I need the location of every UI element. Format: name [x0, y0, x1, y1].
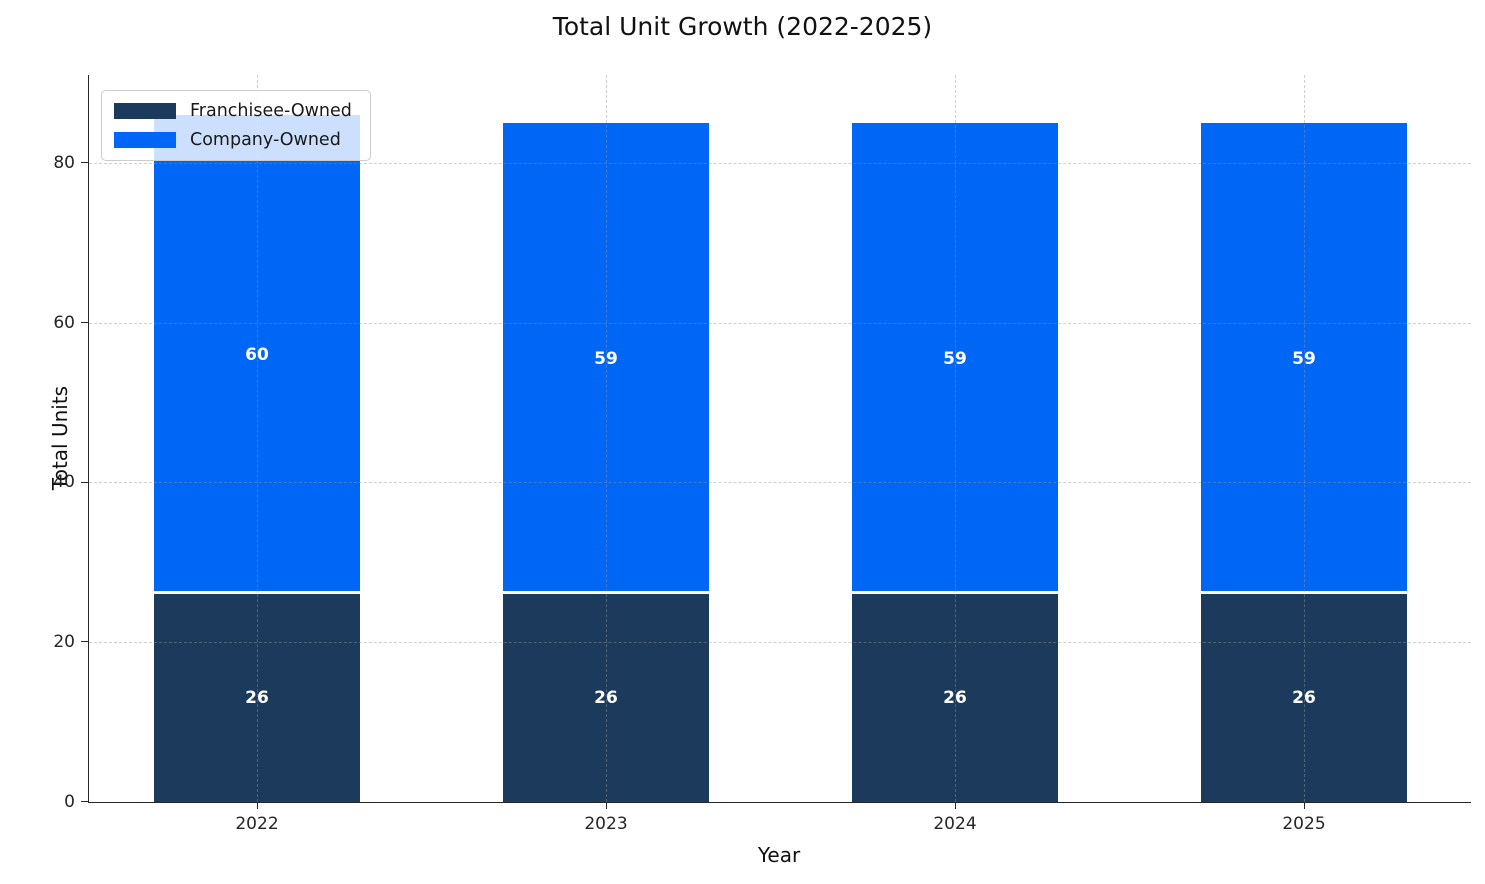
- legend-item-company-owned: Company-Owned: [114, 130, 352, 150]
- bar-2022-company-owned-segment: [154, 114, 360, 595]
- gridline-v-2022: [257, 75, 258, 802]
- x-tick-mark-2023: [606, 802, 607, 809]
- bar-2022-franchisee-owned-segment: [154, 594, 360, 802]
- bar-2024-company-owned-segment: [852, 122, 1058, 595]
- bar-2023-franchisee-owned-segment: [503, 594, 709, 802]
- legend-swatch-franchisee-owned: [114, 103, 176, 119]
- x-tick-label-2024: 2024: [933, 814, 977, 834]
- bar-value-label-2023-franchisee-owned: 26: [594, 688, 618, 709]
- gridline-v-2025: [1304, 75, 1305, 802]
- legend-item-franchisee-owned: Franchisee-Owned: [114, 101, 352, 121]
- y-tick-label-0: 0: [64, 792, 75, 812]
- bar-value-label-2023-company-owned: 59: [594, 348, 618, 369]
- bar-2025-franchisee-owned-segment: [1201, 594, 1407, 802]
- legend-swatch-company-owned: [114, 132, 176, 148]
- x-tick-mark-2024: [955, 802, 956, 809]
- chart-title: Total Unit Growth (2022-2025): [552, 12, 933, 41]
- bar-value-label-2022-company-owned: 60: [245, 344, 269, 365]
- legend-label-franchisee-owned: Franchisee-Owned: [190, 101, 352, 121]
- bar-value-label-2025-franchisee-owned: 26: [1292, 688, 1316, 709]
- y-tick-mark-80: [81, 162, 88, 164]
- gridline-v-2024: [955, 75, 956, 802]
- x-tick-label-2023: 2023: [584, 814, 628, 834]
- x-tick-label-2022: 2022: [235, 814, 279, 834]
- x-tick-label-2025: 2025: [1282, 814, 1326, 834]
- gridline-h-40: [89, 482, 1471, 484]
- bar-2024-franchisee-owned-segment: [852, 594, 1058, 802]
- plot-area: Franchisee-Owned Company-Owned 0 20 40 60 80 2…: [53, 75, 1471, 834]
- y-tick-label-60: 60: [53, 312, 75, 333]
- y-tick-label-40: 40: [53, 472, 75, 493]
- gridline-h-20: [89, 642, 1471, 644]
- bar-value-label-2025-company-owned: 59: [1292, 348, 1316, 369]
- y-tick-mark-40: [81, 481, 88, 483]
- bar-value-label-2022-franchisee-owned: 26: [245, 688, 269, 709]
- bar-value-label-2024-franchisee-owned: 26: [943, 688, 967, 709]
- y-tick-label-80: 80: [53, 152, 75, 173]
- gridline-v-2023: [606, 75, 607, 802]
- bar-2025-company-owned-segment: [1201, 122, 1407, 595]
- y-tick-mark-20: [81, 641, 88, 643]
- x-axis-label: Year: [757, 843, 801, 867]
- legend-label-company-owned: Company-Owned: [190, 130, 341, 150]
- y-tick-mark-60: [81, 321, 88, 323]
- y-tick-label-20: 20: [53, 632, 75, 653]
- gridline-h-80: [89, 162, 1471, 164]
- legend: Franchisee-Owned Company-Owned: [101, 90, 371, 161]
- bar-value-label-2024-company-owned: 59: [943, 348, 967, 369]
- x-tick-mark-2022: [257, 802, 258, 809]
- gridline-h-60: [89, 322, 1471, 324]
- x-tick-mark-2025: [1304, 802, 1305, 809]
- y-tick-mark-0: [81, 801, 88, 803]
- bar-2023-company-owned-segment: [503, 122, 709, 595]
